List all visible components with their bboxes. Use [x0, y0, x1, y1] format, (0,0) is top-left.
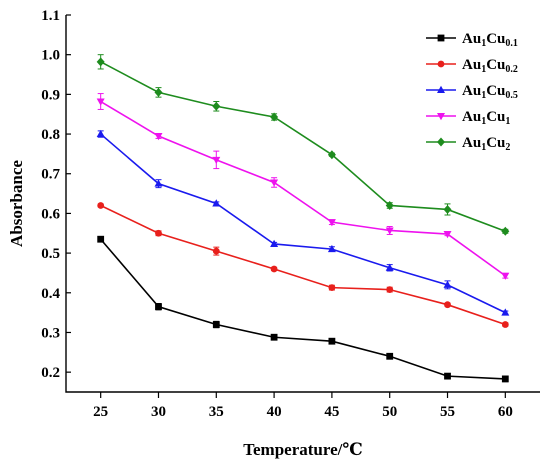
x-tick-label: 55	[440, 404, 455, 420]
x-axis-title: Temperature/℃	[243, 440, 363, 459]
data-point	[501, 321, 509, 328]
series-1	[97, 235, 509, 383]
data-point	[385, 263, 394, 271]
data-point	[501, 272, 510, 280]
y-tick-label: 0.6	[41, 206, 60, 222]
legend-item-4: Au1Cu1	[426, 109, 510, 127]
series-line	[100, 100, 506, 277]
x-tick-label: 50	[382, 404, 397, 420]
y-tick-label: 0.2	[41, 365, 60, 381]
data-point	[385, 200, 394, 210]
series-line	[100, 61, 506, 233]
legend-marker	[437, 113, 445, 121]
y-tick-label: 0.8	[41, 127, 60, 143]
x-tick-label: 60	[498, 404, 513, 420]
data-point	[155, 229, 162, 237]
data-point	[270, 239, 279, 247]
legend-label: Au1Cu1	[462, 109, 510, 127]
data-point	[212, 321, 220, 328]
legend-item-5: Au1Cu2	[426, 135, 510, 153]
legend: Au1Cu0.1 Au1Cu0.2 Au1Cu0.5 Au1Cu1 Au1Cu2	[426, 31, 518, 153]
y-tick-label: 0.9	[41, 87, 60, 103]
y-tick-label: 0.3	[41, 325, 60, 341]
x-tick-label: 40	[267, 404, 282, 420]
data-point	[385, 227, 394, 235]
axes-frame	[65, 15, 540, 393]
plot-area: 0.2 0.3 0.4 0.5 0.6 0.7 0.8 0.9 1.0 1.1 25 30 35 40 45…	[41, 8, 540, 420]
data-point	[501, 226, 510, 236]
series-line	[100, 204, 506, 326]
x-tick-label: 45	[324, 404, 339, 420]
x-tick-label: 25	[93, 404, 108, 420]
data-point	[386, 352, 394, 360]
data-point	[154, 133, 163, 141]
data-point	[96, 57, 105, 67]
y-tick-label: 0.4	[41, 286, 60, 302]
legend-marker	[437, 34, 445, 42]
y-tick-label: 1.1	[41, 8, 60, 24]
data-point	[443, 204, 452, 214]
x-tick-label: 30	[151, 404, 166, 420]
data-point	[155, 303, 162, 311]
data-point	[212, 247, 220, 255]
data-point	[501, 308, 510, 316]
legend-marker	[437, 85, 445, 93]
data-point	[97, 235, 105, 243]
data-point	[327, 150, 336, 160]
series-4	[96, 93, 510, 280]
data-point	[327, 219, 336, 227]
y-tick-label: 0.5	[41, 246, 60, 262]
y-tick-label: 1.0	[41, 48, 60, 64]
data-point	[96, 98, 105, 106]
series-2	[97, 202, 509, 328]
legend-item-3: Au1Cu0.5	[426, 83, 518, 101]
data-point	[212, 156, 221, 165]
data-point	[328, 337, 336, 345]
data-point	[386, 286, 394, 294]
legend-marker	[437, 60, 445, 68]
data-point	[327, 244, 336, 253]
data-point	[212, 199, 221, 207]
data-point	[97, 202, 105, 209]
data-point	[154, 179, 163, 187]
legend-label: Au1Cu2	[462, 135, 510, 153]
series-5	[96, 54, 510, 236]
data-point	[270, 112, 279, 122]
legend-label: Au1Cu0.2	[462, 57, 518, 75]
data-point	[501, 375, 509, 383]
data-point	[270, 179, 279, 187]
data-point	[270, 333, 278, 341]
data-point	[443, 231, 452, 239]
data-point	[444, 301, 451, 309]
data-point	[443, 280, 452, 288]
x-tick-label: 35	[209, 404, 224, 420]
data-point	[270, 265, 278, 273]
series-line	[100, 133, 506, 314]
y-axis-title: Absorbance	[7, 160, 26, 247]
data-point	[96, 129, 105, 138]
data-point	[444, 372, 451, 380]
legend-label: Au1Cu0.1	[462, 31, 518, 49]
data-point	[328, 284, 336, 292]
series-line	[100, 238, 506, 380]
legend-item-1: Au1Cu0.1	[426, 31, 518, 49]
data-point	[154, 87, 163, 97]
y-tick-label: 0.7	[41, 167, 60, 183]
data-point	[212, 101, 221, 111]
legend-label: Au1Cu0.5	[462, 83, 518, 101]
series-3	[96, 129, 510, 316]
legend-item-2: Au1Cu0.2	[426, 57, 518, 75]
legend-marker	[437, 137, 445, 147]
